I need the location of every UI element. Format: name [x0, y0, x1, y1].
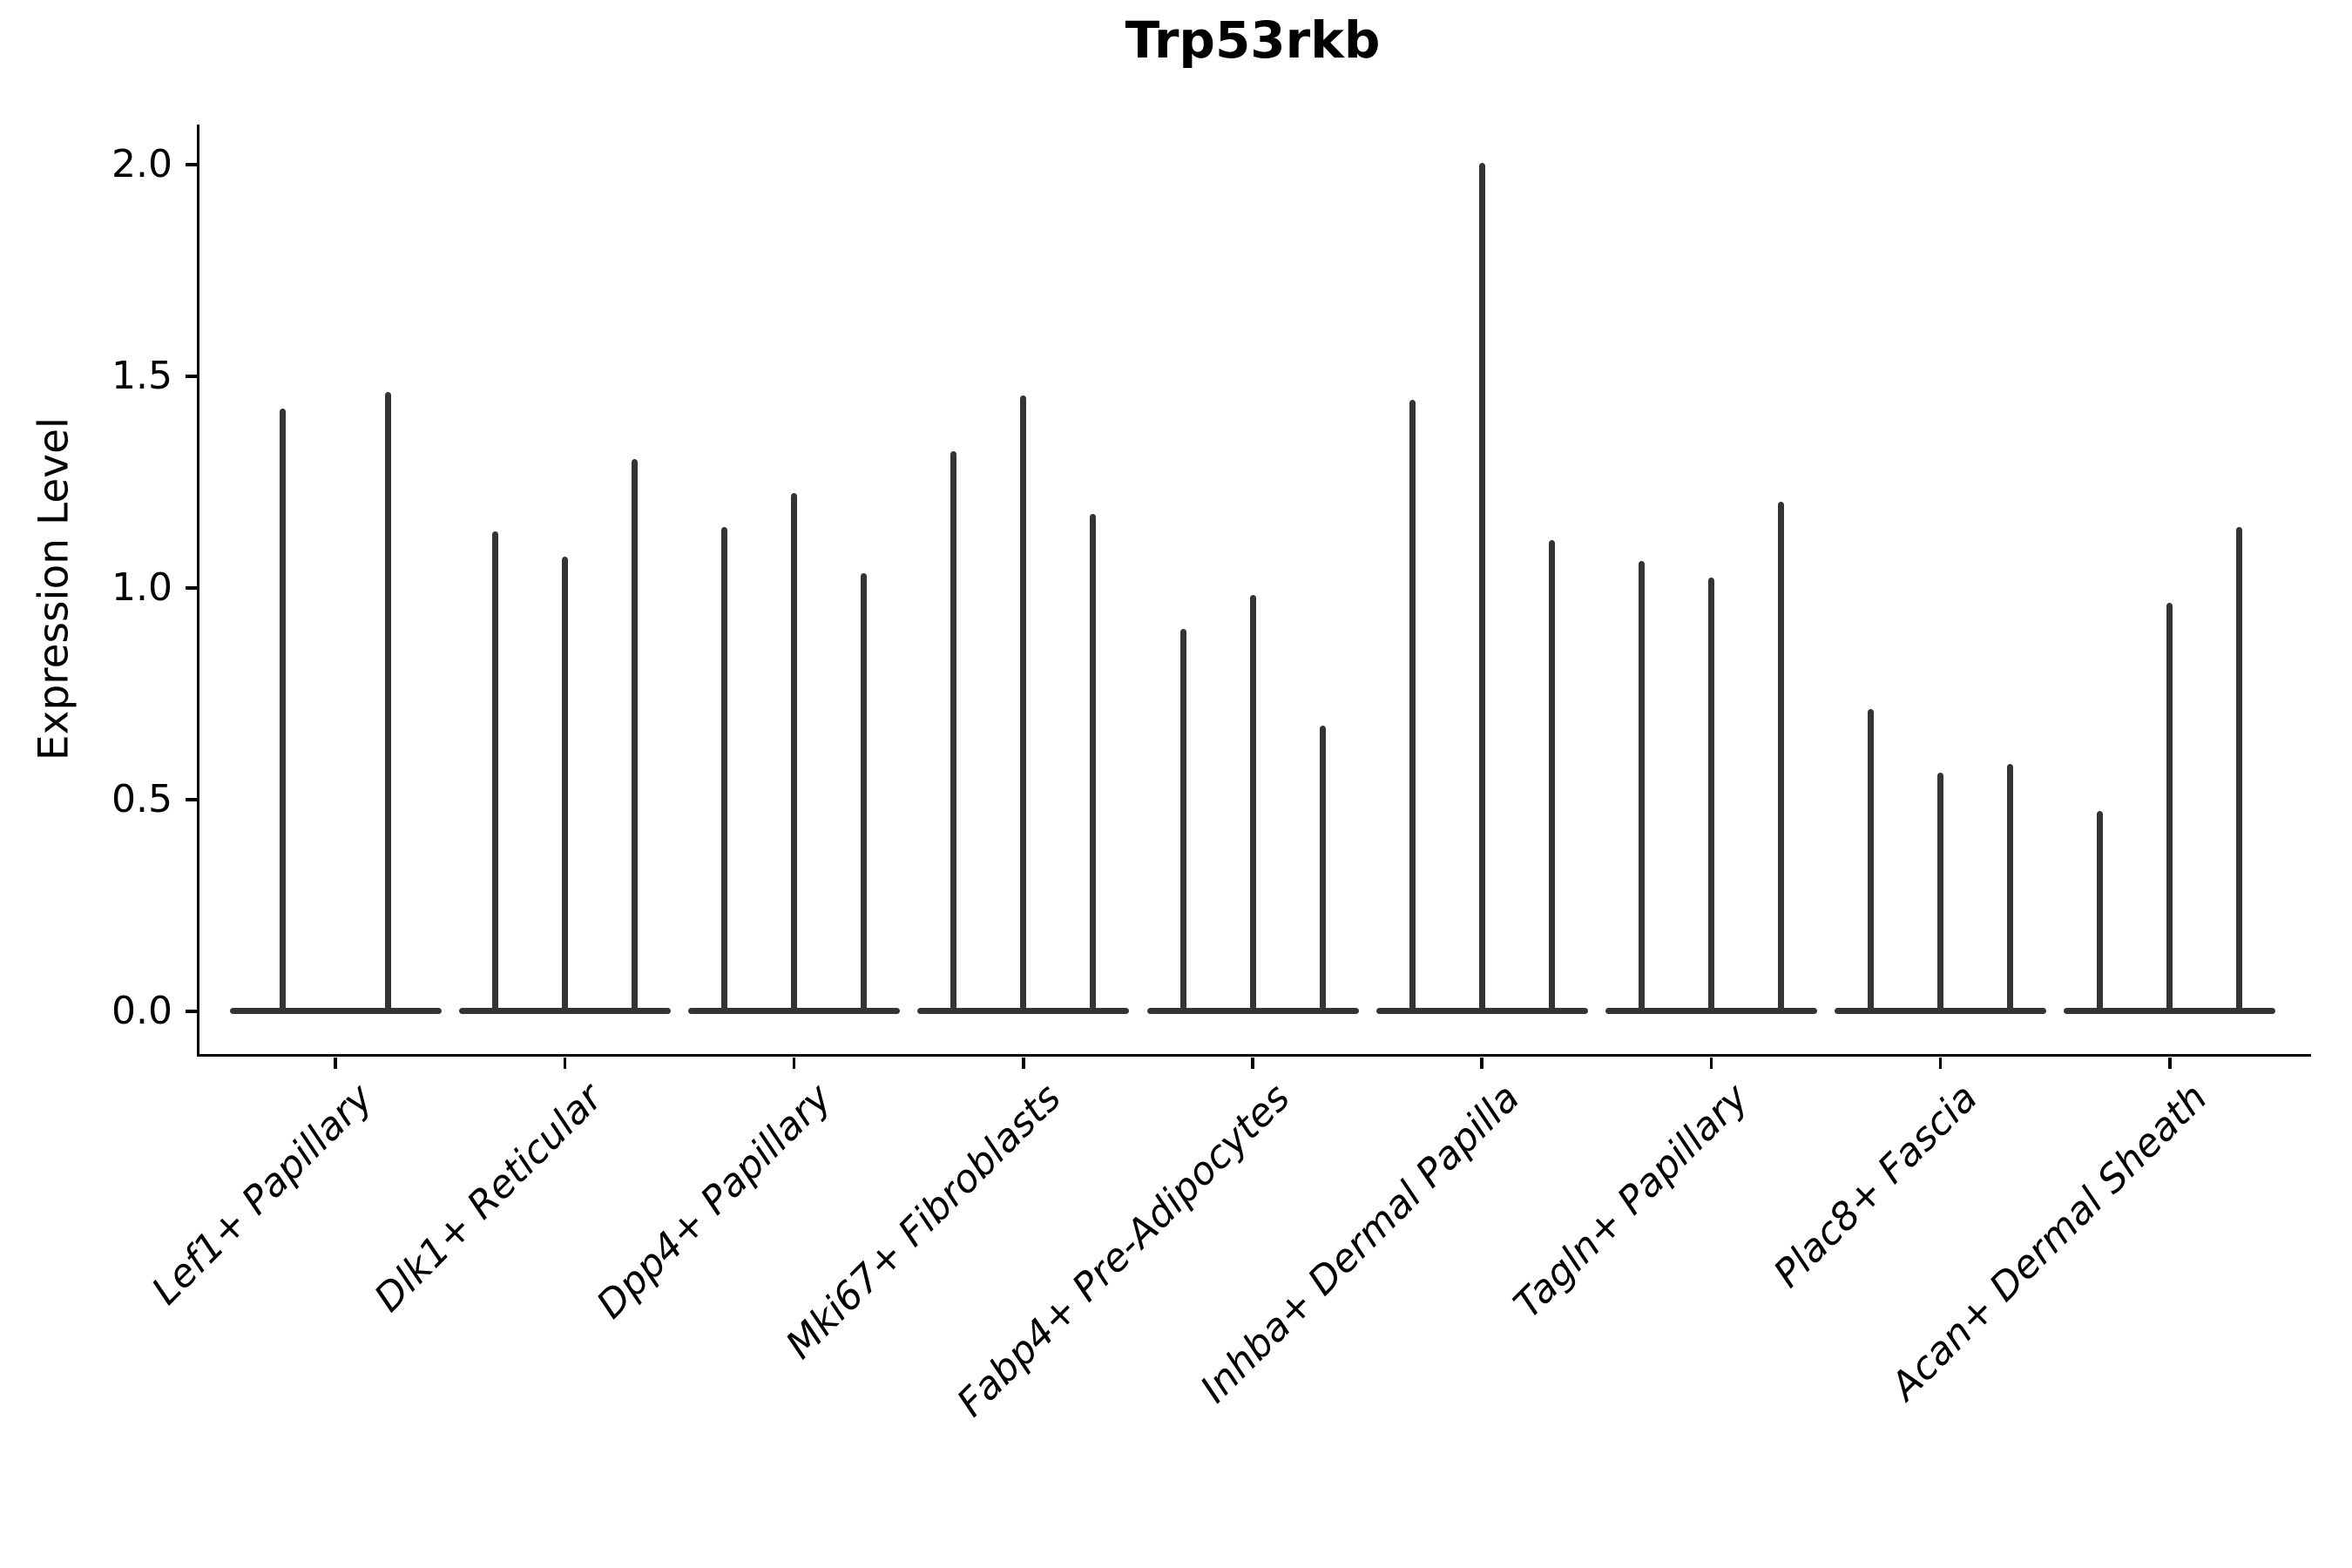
x-tick-mark: [1709, 1057, 1713, 1069]
violin-base: [229, 1008, 442, 1015]
violin-spike: [861, 573, 868, 1013]
x-tick-mark: [334, 1057, 337, 1069]
x-tick-mark: [563, 1057, 567, 1069]
y-tick-label: 2.0: [112, 142, 172, 187]
violin-spike: [2236, 527, 2243, 1013]
y-tick-mark: [186, 163, 197, 166]
y-tick-mark: [186, 798, 197, 801]
x-tick-label: Tagln+ Papillary: [1505, 1075, 1758, 1328]
y-tick-mark: [186, 586, 197, 590]
violin-spike: [1249, 594, 1256, 1013]
x-tick-mark: [792, 1057, 796, 1069]
violin-spike: [2007, 764, 2014, 1013]
violin-spike: [1638, 560, 1645, 1013]
violin-spike: [1937, 772, 1944, 1013]
y-tick-label: 1.5: [112, 354, 172, 399]
x-tick-mark: [1022, 1057, 1025, 1069]
violin-spike: [2097, 810, 2104, 1013]
violin-spike: [950, 450, 957, 1013]
x-tick-mark: [2168, 1057, 2172, 1069]
violin-spike: [1868, 708, 1875, 1013]
violin-spike: [491, 531, 498, 1013]
y-tick-label: 0.5: [112, 776, 172, 821]
violin-spike: [561, 557, 568, 1013]
y-tick-label: 1.0: [112, 565, 172, 611]
x-tick-mark: [1480, 1057, 1484, 1069]
violin-spike: [2166, 603, 2173, 1013]
violin-spike: [1409, 400, 1416, 1013]
violin-spike: [1090, 514, 1097, 1013]
violin-spike: [1319, 726, 1326, 1013]
y-tick-mark: [186, 1010, 197, 1013]
x-tick-label: Dlk1+ Reticular: [365, 1075, 612, 1321]
violin-spike: [1020, 395, 1027, 1013]
x-tick-label: Dpp4+ Papillary: [588, 1075, 841, 1328]
violin-spike: [721, 527, 728, 1013]
y-tick-label: 0.0: [112, 988, 172, 1033]
violin-spike: [385, 391, 392, 1013]
violin-spike: [631, 459, 638, 1013]
violin-spike: [1777, 501, 1784, 1013]
y-tick-mark: [186, 375, 197, 378]
violin-spike: [1707, 578, 1714, 1013]
plot-area: [197, 125, 2311, 1057]
violin-spike: [791, 493, 798, 1013]
violin-spike: [280, 408, 287, 1013]
violin-spike: [1179, 628, 1186, 1013]
violin-spike: [1548, 539, 1555, 1013]
violin-spike: [1478, 163, 1485, 1013]
x-tick-mark: [1251, 1057, 1254, 1069]
x-tick-label: Plac8+ Fascia: [1765, 1075, 1987, 1296]
chart-title: Trp53rkb: [1125, 10, 1381, 70]
x-tick-mark: [1938, 1057, 1943, 1069]
x-tick-label: Lef1+ Papillary: [143, 1075, 382, 1314]
